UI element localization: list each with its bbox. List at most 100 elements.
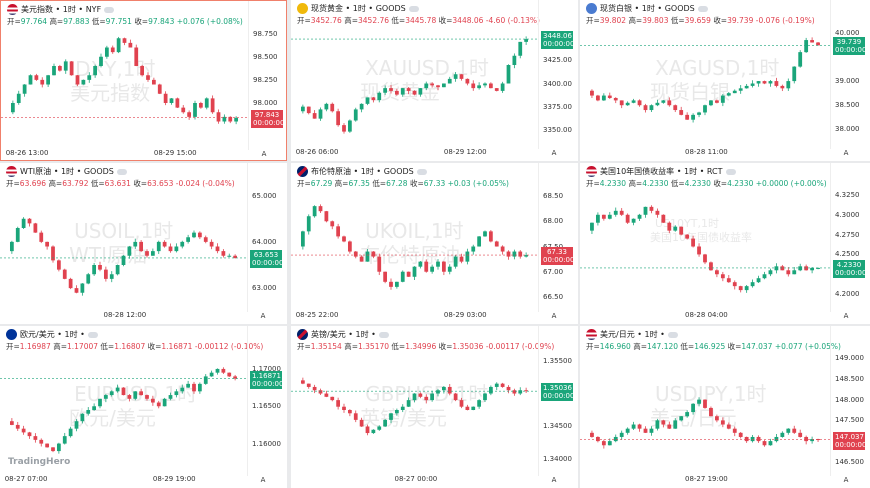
candle-body (412, 90, 417, 95)
candle-body (324, 103, 329, 110)
candle-body (709, 100, 713, 106)
chart-panel[interactable]: 布伦特原油 • 1时 • GOODS 开=67.29 高=67.35 低=67.2… (291, 163, 578, 324)
chart-panel[interactable]: 美国10年国债收益率 • 1时 • RCT 开=4.2330 高=4.2330 低… (580, 163, 870, 324)
price-axis[interactable]: 1.355001.350001.345001.340001.3503600:00… (538, 326, 578, 476)
candle-body (762, 441, 767, 446)
candle-body (637, 424, 642, 429)
auto-scale-button[interactable]: A (843, 149, 849, 157)
price-axis[interactable]: 40.000 39.000 38.500 38.000 39.739 00:00:00 (830, 0, 870, 149)
candle-body (750, 436, 755, 442)
candle-body (221, 368, 226, 373)
price-axis[interactable]: 3450.003425.003400.003375.003350.003448.… (538, 0, 578, 149)
status-pill-icon (697, 5, 708, 12)
candle-body (453, 256, 458, 267)
ohlc-high: 67.35 (348, 179, 373, 188)
chart-panel[interactable]: WTI原油 • 1时 • GOODS 开=63.696 高=63.792 低=63… (0, 163, 287, 324)
chart-panel[interactable]: 欧元/美元 • 1时 • 开=1.16987 高=1.17007 低=1.1680… (0, 326, 287, 488)
candle-body (655, 102, 660, 106)
candle-body (221, 251, 226, 256)
candle-body (342, 406, 346, 410)
auto-scale-button[interactable]: A (551, 476, 557, 484)
candle-body (168, 246, 173, 252)
candle-body (28, 75, 33, 85)
flag-icon (6, 166, 17, 177)
auto-scale-button[interactable]: A (261, 150, 267, 158)
chart-panel[interactable]: 英镑/美元 • 1时 • 开=1.35154 高=1.35170 低=1.3499… (291, 326, 578, 488)
bar-countdown: 00:00:00 (253, 118, 285, 127)
price-tick-label: 4.3250 (835, 190, 860, 199)
candle-body (318, 206, 323, 212)
ohlc-close: 63.653 (147, 179, 176, 188)
candlestick-plot[interactable] (0, 163, 247, 324)
candle-body (471, 406, 476, 410)
chart-panel[interactable]: 现货白银 • 1时 • GOODS 开=39.802 高=39.803 低=39.… (580, 0, 870, 161)
price-tick-label: 1.34500 (543, 422, 572, 431)
candle-body (430, 83, 435, 86)
candle-body (447, 386, 452, 394)
candle-body (673, 105, 678, 111)
candle-body (377, 426, 382, 430)
price-axis[interactable]: 98.75098.50098.25098.00097.75097.84300:0… (248, 1, 286, 150)
auto-scale-button[interactable]: A (260, 476, 266, 484)
change-value: -0.00117 (-0.09%) (485, 342, 555, 351)
status-pill-icon (416, 168, 427, 175)
candle-body (180, 387, 185, 392)
candlestick-plot[interactable] (291, 163, 538, 324)
candle-body (465, 78, 470, 84)
candle-body (186, 237, 191, 242)
candle-body (133, 391, 138, 399)
candle-body (33, 436, 38, 440)
candle-body (10, 103, 15, 113)
symbol-title: 美国10年国债收益率 • 1时 • RCT (600, 167, 723, 176)
candle-body (691, 403, 696, 413)
ohlc-low: 146.925 (694, 342, 728, 351)
auto-scale-button[interactable]: A (551, 312, 557, 320)
candle-body (394, 90, 399, 95)
ohlc-readout: 开=1.35154 高=1.35170 低=1.34996 收=1.35036 … (297, 342, 555, 351)
candle-body (162, 398, 167, 407)
candlestick-plot[interactable] (291, 326, 538, 488)
candle-body (685, 114, 690, 120)
chart-panel[interactable]: 美元/日元 • 1时 • 开=146.960 高=147.120 低=146.92… (580, 326, 870, 488)
panel-header: 英镑/美元 • 1时 • (297, 329, 389, 340)
chart-panel[interactable]: 美元指数 • 1时 • NYF 开=97.764 高=97.883 低=97.75… (0, 0, 287, 161)
price-axis[interactable]: 65.000 64.000 63.000 63.653 00:00:00 (247, 163, 287, 312)
candle-body (56, 443, 61, 452)
auto-scale-button[interactable]: A (843, 476, 849, 484)
price-axis[interactable]: 4.3250 4.3000 4.2750 4.2500 4.2000 4.2330 00:0… (830, 163, 870, 312)
change-value: +0.076 (+0.08%) (176, 17, 243, 26)
candle-body (93, 66, 98, 76)
bar-countdown: 00:00:00 (543, 40, 575, 49)
candlestick-plot[interactable] (580, 326, 830, 488)
price-tick-label: 4.3000 (835, 210, 860, 219)
auto-scale-button[interactable]: A (260, 312, 266, 320)
price-axis[interactable]: 1.17000 1.16500 1.16000 1.16871 00:00:00 (247, 326, 287, 476)
candlestick-plot[interactable] (580, 163, 830, 324)
auto-scale-button[interactable]: A (551, 149, 557, 157)
candle-body (22, 84, 27, 94)
price-tick-label: 1.34000 (543, 455, 572, 464)
panel-header: 现货白银 • 1时 • GOODS (586, 3, 708, 14)
price-axis[interactable]: 149.000148.500148.000147.500147.000146.5… (830, 326, 870, 476)
candle-body (430, 266, 435, 272)
candlestick-plot[interactable] (1, 1, 248, 161)
candle-body (359, 256, 364, 262)
auto-scale-button[interactable]: A (843, 312, 849, 320)
candlestick-plot[interactable] (580, 0, 830, 161)
candle-body (215, 246, 220, 252)
candle-body (121, 255, 126, 265)
candle-body (21, 218, 26, 228)
ohlc-low: 63.631 (104, 179, 134, 188)
candlestick-plot[interactable] (0, 326, 247, 488)
candlestick-plot[interactable] (291, 0, 538, 161)
candle-body (506, 65, 511, 84)
candle-body (744, 286, 749, 291)
candle-body (679, 226, 684, 235)
change-value: +0.0000 (+0.00%) (755, 179, 827, 188)
chart-panel[interactable]: 现货黄金 • 1时 • GOODS 开=3452.76 高=3452.76 低=3… (291, 0, 578, 161)
price-tick-label: 40.000 (835, 28, 860, 37)
candle-body (465, 251, 470, 262)
candle-body (347, 241, 352, 252)
candle-body (447, 266, 452, 272)
